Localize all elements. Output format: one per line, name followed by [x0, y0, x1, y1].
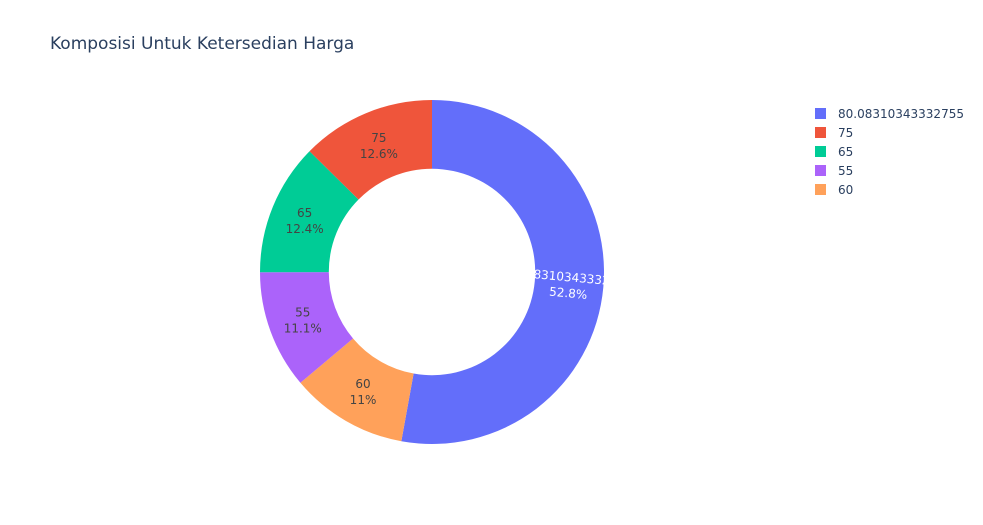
slice-value-label: 75 — [371, 131, 386, 145]
slice-percent-label: 12.6% — [360, 147, 398, 161]
legend-swatch — [815, 165, 826, 176]
slice-percent-label: 52.8% — [549, 285, 588, 302]
legend-swatch — [815, 127, 826, 138]
legend-item-80.08310343332755[interactable]: 80.08310343332755 — [815, 104, 964, 123]
legend-label: 65 — [838, 144, 854, 159]
legend: 80.08310343332755 75 65 55 60 — [815, 104, 964, 199]
legend-item-55[interactable]: 55 — [815, 161, 964, 180]
legend-label: 80.08310343332755 — [838, 106, 964, 121]
legend-label: 55 — [838, 163, 854, 178]
pie-slice-55[interactable] — [260, 272, 354, 383]
slice-label-55: 55 11.1% — [284, 305, 322, 335]
slice-value-label: 60 — [355, 377, 370, 391]
legend-item-60[interactable]: 60 — [815, 180, 964, 199]
legend-item-75[interactable]: 75 — [815, 123, 964, 142]
pie-slice-75[interactable] — [309, 100, 432, 200]
legend-swatch — [815, 108, 826, 119]
legend-swatch — [815, 184, 826, 195]
legend-swatch — [815, 146, 826, 157]
slice-percent-label: 12.4% — [286, 222, 324, 236]
slice-value-label: 65 — [297, 206, 312, 220]
slice-label-65: 65 12.4% — [286, 206, 324, 236]
legend-label: 75 — [838, 125, 854, 140]
pie-slice-65[interactable] — [260, 151, 359, 273]
slice-percent-label: 11.1% — [284, 321, 322, 335]
legend-item-65[interactable]: 65 — [815, 142, 964, 161]
legend-label: 60 — [838, 182, 854, 197]
pie-slice-80.08310343332755[interactable] — [401, 100, 604, 444]
pie-slice-60[interactable] — [300, 338, 414, 442]
slice-value-label: 55 — [295, 305, 310, 319]
slice-label-75: 75 12.6% — [360, 131, 398, 161]
slice-percent-label: 11% — [350, 393, 377, 407]
chart-title: Komposisi Untuk Ketersedian Harga — [50, 34, 355, 54]
